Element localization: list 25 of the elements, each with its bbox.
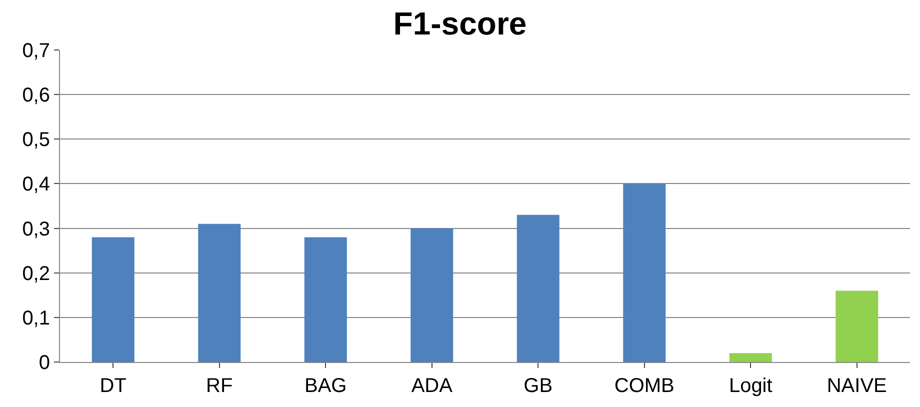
bar (623, 184, 666, 362)
y-tick-label: 0,1 (22, 307, 50, 330)
chart-title: F1-score (393, 6, 527, 42)
bar (836, 290, 878, 362)
bar (198, 224, 241, 362)
bar (729, 353, 772, 362)
x-tick-label: COMB (614, 375, 674, 397)
x-tick-label: ADA (411, 375, 454, 397)
y-tick-label: 0,2 (22, 262, 50, 285)
x-tick-label: RF (206, 375, 233, 397)
y-tick-label: 0 (38, 352, 50, 374)
x-tick-label: BAG (304, 375, 347, 397)
bar (304, 237, 347, 362)
bar (410, 228, 454, 362)
y-tick-label: 0,4 (22, 174, 50, 196)
y-tick-label: 0,6 (22, 84, 50, 107)
y-tick-label: 0,5 (22, 129, 50, 152)
x-tick-label: Logit (728, 375, 773, 397)
bar (92, 237, 134, 362)
x-tick-label: GB (524, 375, 553, 397)
y-tick-label: 0,3 (22, 218, 50, 240)
y-tick-label: 0,7 (22, 40, 50, 62)
bar (516, 214, 560, 362)
x-tick-label: DT (100, 375, 126, 397)
x-tick-label: NAIVE (826, 375, 887, 397)
